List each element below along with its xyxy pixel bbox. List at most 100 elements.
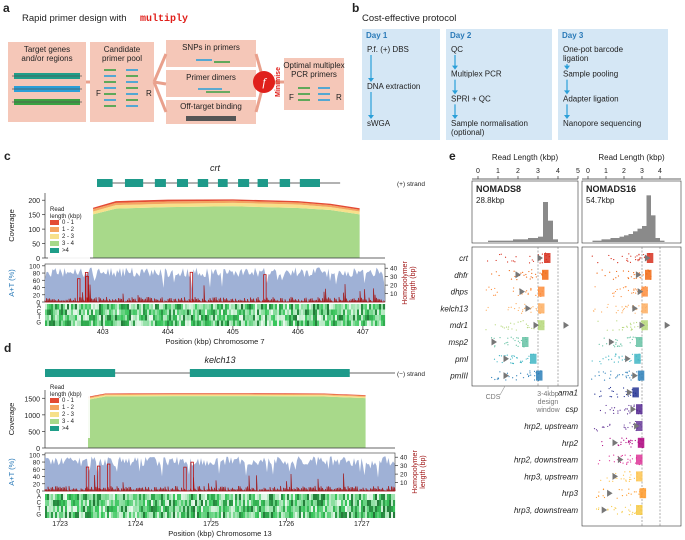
heatmap-cell (191, 494, 194, 500)
heatmap-cell (227, 309, 230, 315)
heatmap-cell (183, 506, 186, 512)
homopolymer-texture (44, 284, 385, 303)
heatmap-cell (317, 315, 320, 321)
heatmap-cell (49, 320, 52, 326)
heatmap-cell (183, 315, 186, 321)
read-dot (500, 325, 502, 327)
heatmap-cell (201, 320, 204, 326)
heatmap-cell (137, 309, 140, 315)
read-dot (617, 374, 619, 376)
x-tick-label: 407 (357, 329, 369, 336)
read-dot (495, 259, 497, 262)
heatmap-cell (349, 500, 352, 506)
read-dot (494, 345, 496, 347)
read-dot (511, 260, 513, 262)
heatmap-cell (277, 315, 280, 321)
heatmap-cell (91, 512, 94, 518)
homopolymer-spike (183, 466, 187, 492)
heatmap-cell (373, 500, 376, 506)
gene-label: pmIII (449, 372, 469, 381)
heatmap-cell (211, 304, 214, 310)
heatmap-cell (105, 506, 108, 512)
amplicon-length (636, 505, 643, 515)
heatmap-cell (311, 512, 314, 518)
heatmap-cell (177, 304, 180, 310)
heatmap-cell (283, 320, 286, 326)
read-dot (609, 271, 611, 273)
heatmap-cell (195, 315, 198, 321)
heatmap-cell (343, 309, 346, 315)
heatmap-cell (125, 315, 128, 321)
heatmap-cell (113, 512, 116, 518)
heatmap-cell (367, 494, 370, 500)
heatmap-cell (333, 494, 336, 500)
read-dot (629, 476, 631, 478)
heatmap-cell (221, 512, 224, 518)
heatmap-cell (185, 512, 188, 518)
read-dot (526, 373, 529, 375)
read-dot (491, 273, 493, 275)
heatmap-cell (163, 320, 166, 326)
heatmap-cell (349, 309, 352, 315)
panel-label: a (3, 1, 10, 15)
read-dot (535, 308, 537, 310)
sample-name: NOMADS8 (476, 184, 521, 194)
read-dot (505, 379, 507, 381)
heatmap-cell (67, 512, 70, 518)
step-arrowhead (368, 115, 374, 119)
read-dot (594, 393, 596, 395)
heatmap-cell (141, 500, 144, 506)
read-dot (639, 257, 641, 259)
read-dot (541, 253, 544, 255)
heatmap-cell (215, 494, 218, 500)
read-dot (512, 355, 514, 357)
axis-title: Coverage (7, 403, 16, 436)
read-dot (631, 458, 634, 460)
read-dot (529, 255, 531, 257)
read-dot (520, 339, 523, 342)
heatmap-cell (235, 315, 238, 321)
heatmap-cell (357, 309, 360, 315)
heatmap-cell (355, 315, 358, 321)
heatmap-cell (159, 500, 162, 506)
read-dot (633, 404, 635, 406)
read-dot (635, 512, 637, 514)
heatmap-cell (199, 304, 202, 310)
heatmap-cell (313, 512, 316, 518)
heatmap-cell (91, 494, 94, 500)
x-tick-label: 1723 (52, 521, 68, 528)
strand-label: R (336, 93, 342, 102)
exon (197, 179, 209, 187)
read-dot (631, 374, 633, 376)
homopolymer-spike (77, 278, 81, 303)
read-dot (494, 287, 496, 290)
heatmap-cell (271, 494, 274, 500)
read-dot (536, 309, 538, 311)
read-dot (494, 378, 496, 381)
heatmap-cell (303, 512, 306, 518)
heatmap-cell (149, 506, 152, 512)
heatmap-cell (107, 320, 110, 326)
read-dot (631, 440, 633, 442)
read-dot (627, 260, 629, 262)
read-dot (602, 495, 604, 497)
median-marker (519, 288, 525, 296)
read-dot (629, 510, 631, 512)
heatmap-cell (145, 320, 148, 326)
heatmap-cell (61, 304, 64, 310)
heatmap-cell (269, 309, 272, 315)
heatmap-cell (203, 500, 206, 506)
heatmap-cell (63, 494, 66, 500)
heatmap-cell (251, 512, 254, 518)
read-dot (628, 492, 630, 494)
heatmap-cell (309, 320, 312, 326)
heatmap-cell (363, 320, 366, 326)
read-dot (609, 437, 611, 439)
read-dot (624, 454, 626, 456)
heatmap-cell (389, 512, 392, 518)
heatmap-cell (361, 304, 364, 310)
heatmap-cell (283, 304, 286, 310)
read-dot (625, 437, 628, 439)
heatmap-cell (87, 315, 90, 321)
read-dot (625, 375, 627, 377)
